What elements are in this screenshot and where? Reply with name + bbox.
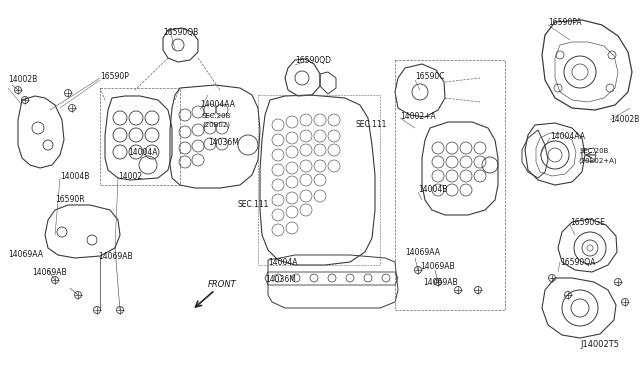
Text: 16590QB: 16590QB [163, 28, 198, 37]
Text: 16590QD: 16590QD [295, 56, 331, 65]
Text: 14069AB: 14069AB [98, 252, 132, 261]
Text: SEC.20B: SEC.20B [202, 113, 232, 119]
Text: 14004A: 14004A [268, 258, 298, 267]
Text: 14004B: 14004B [60, 172, 90, 181]
Text: 14069AB: 14069AB [32, 268, 67, 277]
Text: (20B02+A): (20B02+A) [578, 158, 616, 164]
Text: 14002B: 14002B [610, 115, 639, 124]
Text: J14002T5: J14002T5 [580, 340, 619, 349]
Text: FRONT: FRONT [208, 280, 237, 289]
Text: (20B02): (20B02) [202, 122, 230, 128]
Text: SEC.111: SEC.111 [355, 120, 387, 129]
Text: 14069AA: 14069AA [405, 248, 440, 257]
Text: 14004A: 14004A [128, 148, 157, 157]
Text: 14069AB: 14069AB [423, 278, 458, 287]
Text: 16590C: 16590C [415, 72, 445, 81]
Text: 14036M: 14036M [208, 138, 239, 147]
Text: 14069AB: 14069AB [420, 262, 454, 271]
Text: 16590QA: 16590QA [560, 258, 595, 267]
Text: 14004B: 14004B [418, 185, 447, 194]
Text: 16590PA: 16590PA [548, 18, 582, 27]
Text: 14002+A: 14002+A [400, 112, 436, 121]
Text: 14069AA: 14069AA [8, 250, 43, 259]
Text: 14004AA: 14004AA [550, 132, 585, 141]
Text: 14002B: 14002B [8, 75, 37, 84]
Text: 14002: 14002 [118, 172, 142, 181]
Text: SEC.111: SEC.111 [238, 200, 269, 209]
Text: 16590P: 16590P [100, 72, 129, 81]
Text: 14036M: 14036M [265, 275, 296, 284]
Text: SEC.20B: SEC.20B [580, 148, 609, 154]
Text: 14004AA: 14004AA [200, 100, 235, 109]
Text: 16590GE: 16590GE [570, 218, 605, 227]
Text: 16590R: 16590R [55, 195, 84, 204]
